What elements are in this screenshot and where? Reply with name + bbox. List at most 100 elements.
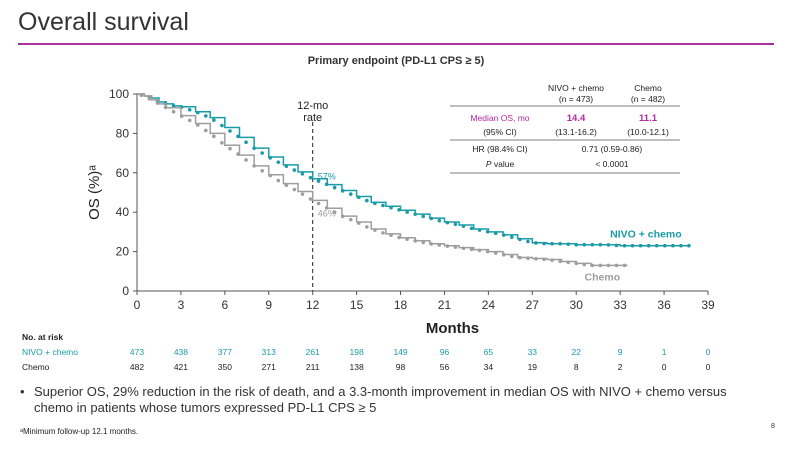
censor-mark xyxy=(582,242,587,247)
censor-mark xyxy=(332,185,337,190)
censor-mark xyxy=(453,245,458,249)
censor-mark xyxy=(526,239,530,244)
title-divider xyxy=(18,43,774,45)
censor-mark xyxy=(510,254,514,259)
censor-mark xyxy=(469,226,474,231)
censor-mark xyxy=(622,243,627,248)
at-risk-value: 65 xyxy=(484,347,494,357)
censor-mark xyxy=(171,109,176,114)
x-tick-label: 24 xyxy=(482,298,496,312)
censor-mark xyxy=(687,243,691,248)
censor-mark xyxy=(357,195,361,200)
censor-mark xyxy=(574,261,579,266)
censor-mark xyxy=(236,152,240,156)
at-risk-value: 473 xyxy=(130,347,144,357)
censor-mark xyxy=(646,243,651,248)
censor-mark xyxy=(421,214,426,219)
censor-mark xyxy=(405,210,409,214)
censor-mark xyxy=(606,243,611,247)
censor-mark xyxy=(437,218,442,223)
censor-mark xyxy=(340,189,345,193)
ci-chemo: (10.0-12.1) xyxy=(627,127,669,137)
censor-mark xyxy=(308,175,313,180)
censor-mark xyxy=(179,114,184,118)
y-tick-label: 0 xyxy=(122,284,129,298)
censor-mark xyxy=(501,252,506,257)
censor-mark xyxy=(365,198,369,203)
at-risk-value: 34 xyxy=(484,362,494,372)
censor-mark xyxy=(268,173,273,178)
censor-mark xyxy=(485,229,490,234)
nivo-survival-line xyxy=(137,93,689,247)
censor-mark xyxy=(284,164,289,169)
y-axis-label: OS (%)ᵃ xyxy=(86,165,103,220)
at-risk-value: 211 xyxy=(306,362,320,372)
censor-mark xyxy=(469,247,474,252)
censor-mark xyxy=(453,222,458,227)
censor-mark xyxy=(550,241,554,246)
censor-mark xyxy=(163,105,168,110)
x-tick-label: 6 xyxy=(222,298,229,312)
x-tick-label: 0 xyxy=(134,298,141,312)
x-tick-label: 30 xyxy=(570,298,584,312)
censor-mark xyxy=(671,243,675,248)
y-tick-label: 60 xyxy=(116,166,130,180)
p-value-value: < 0.0001 xyxy=(595,159,629,169)
censor-mark xyxy=(679,243,683,248)
y-tick-label: 20 xyxy=(116,245,130,259)
censor-mark xyxy=(413,238,417,243)
at-risk-chemo-label: Chemo xyxy=(22,362,50,372)
censor-mark xyxy=(187,118,192,123)
censor-mark xyxy=(485,249,490,254)
censor-mark xyxy=(220,141,224,145)
censor-mark xyxy=(493,231,498,236)
slide-title: Overall survival xyxy=(18,8,189,36)
censor-mark xyxy=(195,110,200,115)
censor-mark xyxy=(244,158,248,162)
censor-mark xyxy=(171,104,176,108)
censor-mark xyxy=(260,151,264,155)
censor-mark xyxy=(204,114,208,118)
censor-mark xyxy=(606,263,611,268)
x-tick-label: 27 xyxy=(526,298,540,312)
landmark-label: rate xyxy=(303,112,322,124)
censor-mark xyxy=(268,156,273,160)
hr-label: HR (98.4% CI) xyxy=(472,144,527,154)
censor-mark xyxy=(228,146,232,151)
x-tick-label: 18 xyxy=(394,298,408,312)
censor-mark xyxy=(534,256,538,261)
at-risk-value: 421 xyxy=(174,362,188,372)
at-risk-value: 33 xyxy=(528,347,538,357)
censor-mark xyxy=(558,241,562,246)
censor-mark xyxy=(316,179,321,183)
page-number: 8 xyxy=(771,423,775,430)
censor-mark xyxy=(316,201,321,206)
bullet-text: Superior OS, 29% reduction in the risk o… xyxy=(34,384,727,415)
censor-mark xyxy=(292,168,297,172)
censor-mark xyxy=(324,206,329,210)
median-os-chemo: 11.1 xyxy=(639,113,658,124)
at-risk-value: 19 xyxy=(528,362,538,372)
chemo-survival-line xyxy=(137,93,628,267)
censor-mark xyxy=(300,172,305,176)
col-header-nivo: NIVO + chemo xyxy=(548,83,604,93)
x-tick-label: 39 xyxy=(701,298,715,312)
at-risk-value: 271 xyxy=(262,362,276,372)
censor-mark xyxy=(622,263,627,268)
at-risk-value: 9 xyxy=(618,347,623,357)
censor-mark xyxy=(244,140,248,145)
p-value-label-rest: value xyxy=(491,159,514,169)
chemo-series-label: Chemo xyxy=(585,271,621,283)
median-os-label: Median OS, mo xyxy=(470,113,529,123)
censor-mark xyxy=(493,251,498,255)
censor-mark xyxy=(292,187,297,192)
censor-mark xyxy=(228,129,232,133)
censor-mark xyxy=(212,118,216,122)
at-risk-value: 438 xyxy=(174,347,188,357)
x-tick-label: 33 xyxy=(613,298,627,312)
censor-mark xyxy=(461,246,466,251)
nivo-series-label: NIVO + chemo xyxy=(610,229,681,241)
censor-mark xyxy=(155,101,160,105)
at-risk-value: 0 xyxy=(662,362,667,372)
